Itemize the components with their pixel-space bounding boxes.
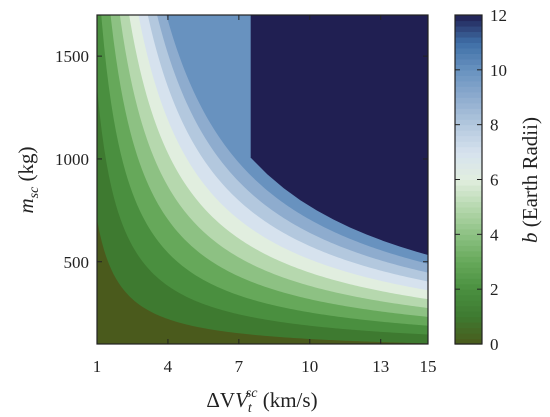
y-tick-label: 1500 [55,47,89,66]
colorbar-band [455,305,482,312]
colorbar-band [455,245,482,252]
colorbar-band [455,47,482,54]
colorbar: 0 2 4 6 8 10 12 [454,6,507,354]
colorbar-tick-label: 4 [490,225,499,244]
colorbar-band [455,272,482,279]
x-axis-ticks: 1 4 7 10 13 15 [93,15,437,376]
colorbar-tick-label: 0 [490,335,499,354]
colorbar-band [455,124,482,131]
colorbar-band [455,338,482,345]
colorbar-band [455,228,482,235]
colorbar-band [455,261,482,268]
y-tick-label: 1000 [55,150,89,169]
colorbar-band [455,64,482,71]
colorbar-band [455,179,482,186]
colorbar-band [455,31,482,38]
colorbar-band [455,135,482,142]
colorbar-band [455,15,482,22]
colorbar-band [455,278,482,285]
colorbar-band [455,130,482,137]
x-tick-label: 7 [235,357,244,376]
colorbar-band [455,36,482,44]
plot-frame [96,14,429,345]
colorbar-band [455,152,482,159]
colorbar-band [455,234,482,241]
colorbar-band [455,283,482,290]
colorbar-band [455,206,482,213]
colorbar-tick-label: 6 [490,171,499,190]
colorbar-band [455,256,482,263]
x-tick-label: 15 [420,357,437,376]
x-tick-label: 1 [93,357,102,376]
colorbar-band [455,42,482,49]
x-tick-label: 13 [372,357,389,376]
colorbar-tick-label: 12 [490,6,507,25]
colorbar-tick-label: 10 [490,61,507,80]
colorbar-band [455,201,482,208]
colorbar-band [455,168,482,175]
plot-area [97,15,428,344]
colorbar-band [455,91,482,98]
colorbar-band [455,327,482,334]
colorbar-label: b (Earth Radii) [518,117,542,243]
colorbar-band [455,212,482,219]
colorbar-band [455,119,482,126]
colorbar-band [455,80,482,87]
colorbar-band [455,102,482,109]
colorbar-band [455,58,482,65]
colorbar-bands [455,15,482,345]
colorbar-band [455,294,482,301]
colorbar-band [455,53,482,60]
colorbar-band [455,146,482,153]
y-axis-label: msc (kg) [14,146,42,213]
y-tick-label: 500 [64,253,90,272]
y-axis-ticks: 500 1000 1500 [55,47,428,272]
colorbar-band [455,113,482,120]
colorbar-tick-label: 8 [490,116,499,135]
colorbar-band [455,190,482,197]
colorbar-band [455,311,482,318]
colorbar-band [455,108,482,115]
colorbar-band [455,86,482,93]
colorbar-band [455,316,482,323]
colorbar-band [455,141,482,148]
colorbar-band [455,217,482,224]
x-tick-label: 10 [301,357,318,376]
colorbar-band [455,184,482,192]
colorbar-band [455,239,482,246]
colorbar-band [455,333,482,340]
colorbar-tick-label: 2 [490,280,499,299]
colorbar-band [455,300,482,307]
colorbar-band [455,163,482,170]
colorbar-ticks: 0 2 4 6 8 10 12 [455,6,507,354]
x-axis-label: ΔVVtsc (km/s) [206,386,317,416]
colorbar-band [455,223,482,230]
colorbar-band [455,157,482,164]
colorbar-band [455,195,482,203]
contour-region [250,15,428,255]
colorbar-band [455,322,482,329]
colorbar-band [455,267,482,274]
colorbar-band [455,25,482,33]
colorbar-band [455,289,482,296]
colorbar-band [455,97,482,104]
colorbar-band [455,75,482,82]
colorbar-band [455,20,482,27]
contour-regions [97,15,428,344]
x-tick-label: 4 [164,357,173,376]
colorbar-band [455,250,482,257]
colorbar-band [455,174,482,181]
colorbar-band [455,69,482,76]
